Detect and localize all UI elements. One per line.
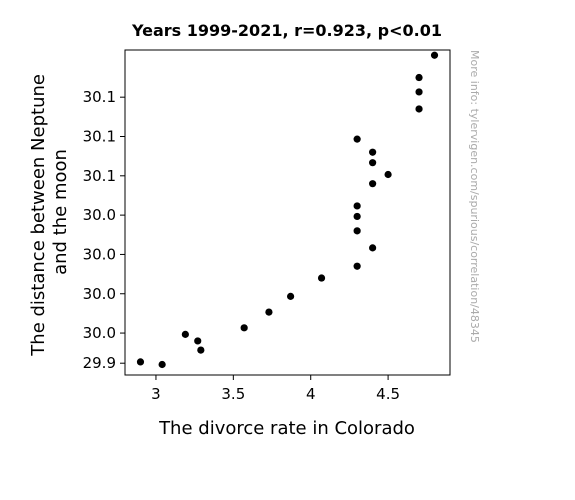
watermark-text: More info: tylervigen.com/spurious/corre… (468, 50, 481, 343)
scatter-point (415, 88, 423, 96)
y-axis-label-line-2: and the moon (50, 149, 71, 275)
y-tick-label: 30.0 (83, 206, 116, 224)
scatter-point (197, 346, 205, 354)
scatter-point (194, 337, 202, 345)
y-tick-label: 30.0 (83, 285, 116, 303)
y-tick-label: 30.0 (83, 324, 116, 342)
scatter-point (415, 73, 423, 82)
scatter-point (369, 148, 377, 156)
scatter-point (415, 105, 423, 113)
scatter-point (353, 212, 361, 221)
scatter-point (384, 170, 392, 179)
scatter-point (353, 262, 361, 270)
data-points (136, 51, 439, 369)
x-tick-label: 3.5 (221, 385, 245, 403)
chart-title: Years 1999-2021, r=0.923, p<0.01 (131, 21, 442, 40)
scatter-point (369, 244, 377, 252)
scatter-point (136, 358, 145, 366)
y-tick-label: 30.1 (83, 167, 116, 185)
x-axis-ticks: 3 3.5 4 4.5 (151, 375, 400, 403)
y-tick-label: 29.9 (83, 354, 116, 372)
x-tick-label: 4.5 (376, 385, 400, 403)
scatter-point (369, 159, 377, 167)
scatter-point (353, 202, 361, 210)
y-axis-label: The distance between Neptune and the moo… (28, 68, 71, 356)
x-tick-label: 4 (306, 385, 316, 403)
scatter-point (158, 360, 166, 369)
scatter-point (369, 180, 377, 188)
scatter-point (353, 227, 361, 235)
scatter-point (430, 51, 439, 59)
y-axis-ticks: 29.9 30.0 30.0 30.0 30.0 30.1 30.1 30.1 (83, 88, 125, 372)
y-axis-label-line-1: The distance between Neptune (28, 74, 49, 357)
scatter-point (353, 135, 361, 143)
scatter-point (286, 292, 295, 300)
y-tick-label: 30.0 (83, 245, 116, 263)
y-tick-label: 30.1 (83, 127, 116, 145)
x-axis-label: The divorce rate in Colorado (158, 418, 415, 439)
y-tick-label: 30.1 (83, 88, 116, 106)
x-tick-label: 3 (151, 385, 161, 403)
plot-area (124, 49, 451, 376)
scatter-point (265, 308, 273, 316)
scatter-point (181, 330, 189, 338)
scatter-point (240, 324, 248, 332)
scatter-point (317, 274, 326, 282)
